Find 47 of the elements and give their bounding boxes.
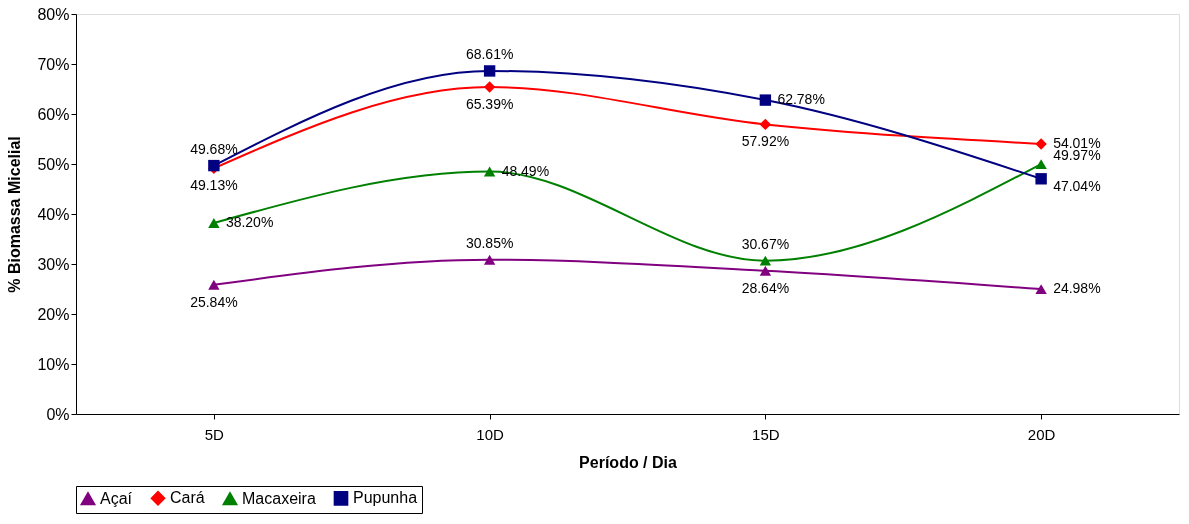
x-axis-title: Período / Dia (579, 453, 677, 471)
data-label: 30.85% (465, 234, 514, 251)
legend-label: Pupunha (353, 489, 418, 507)
data-label: 25.84% (190, 293, 238, 310)
y-tick-label: 40% (37, 205, 70, 223)
y-tick-label: 80% (37, 5, 70, 23)
point (208, 218, 220, 228)
point (1035, 173, 1047, 185)
data-label: 24.98% (1053, 280, 1101, 297)
y-tick-label: 30% (37, 255, 70, 273)
point (759, 265, 772, 276)
data-label: 38.20% (225, 214, 274, 230)
x-tick-label: 20D (1027, 425, 1056, 443)
data-label: 49.13% (190, 177, 238, 194)
data-label: 49.68% (190, 140, 238, 157)
legend-label: Açaí (100, 489, 133, 507)
point (1035, 284, 1047, 295)
y-tick-label: 70% (37, 55, 70, 73)
x-tick-label: 10D (476, 425, 505, 443)
data-label: 47.04% (1053, 177, 1101, 194)
x-tick-label: 5D (204, 425, 225, 443)
point (483, 81, 496, 93)
y-tick-label: 0% (46, 405, 70, 423)
y-tick-label: 50% (37, 155, 70, 173)
data-label: 30.67% (741, 235, 790, 252)
data-label: 48.49% (501, 162, 550, 179)
data-label: 57.92% (741, 133, 790, 150)
point (483, 254, 496, 265)
y-tick-label: 60% (37, 105, 70, 123)
x-tick-label: 15D (752, 425, 780, 443)
point (759, 94, 772, 106)
y-tick-label: 10% (37, 355, 70, 373)
point (1035, 138, 1047, 150)
legend-label: Cará (170, 489, 205, 507)
point (208, 279, 220, 290)
legend-label: Macaxeira (242, 489, 316, 507)
data-label: 28.64% (741, 279, 790, 296)
point (759, 118, 772, 131)
y-axis-title: % Biomassa Micelial (6, 136, 24, 293)
point (483, 65, 496, 77)
y-tick-label: 20% (37, 305, 70, 323)
point (759, 255, 772, 266)
data-label: 68.61% (465, 45, 514, 62)
point (1035, 159, 1047, 170)
data-label: 65.39% (465, 96, 514, 113)
point (483, 166, 496, 177)
data-label: 62.78% (777, 91, 825, 108)
